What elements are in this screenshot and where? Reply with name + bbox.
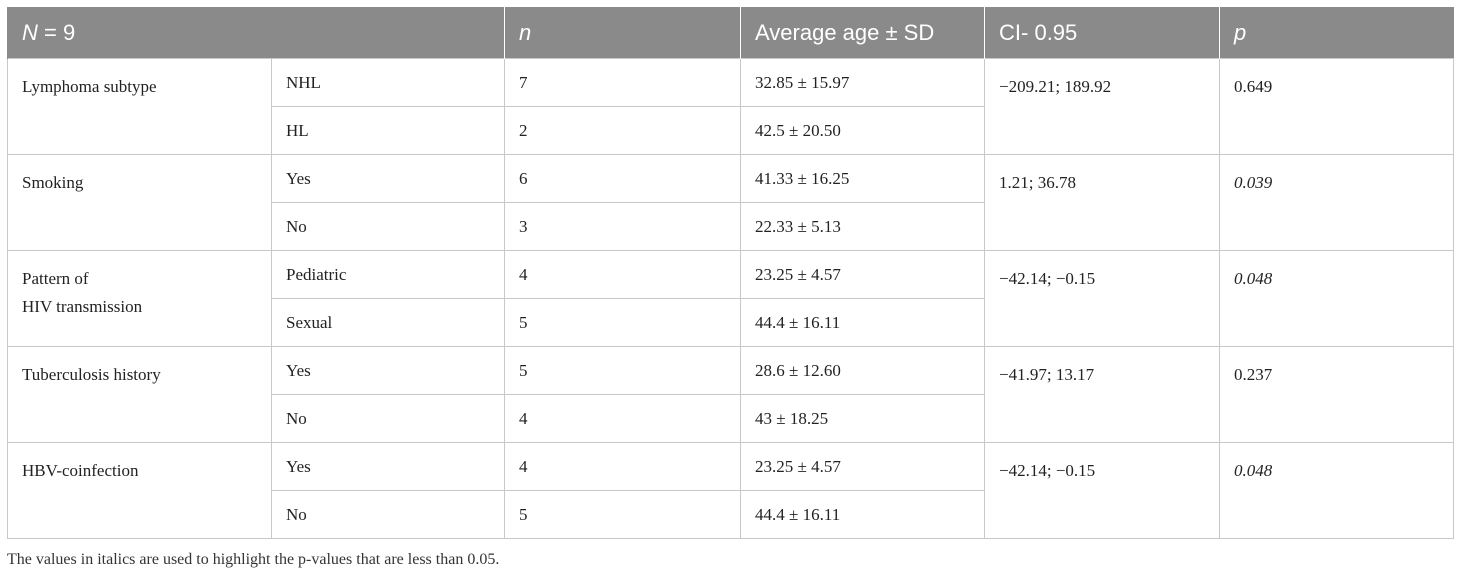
p-value-cell: 0.048: [1219, 250, 1455, 347]
age-cell: 44.4 ± 16.11: [740, 298, 986, 347]
group-label-line: HIV transmission: [22, 297, 143, 316]
table-row: Smoking Yes 6 41.33 ± 16.25 1.21; 36.78 …: [7, 154, 1455, 251]
n-cell: 4: [504, 442, 742, 491]
n-cell: 4: [504, 394, 742, 443]
n-cell: 5: [504, 298, 742, 347]
header-sample-size: N = 9: [6, 7, 505, 59]
table-row: No 4 43 ± 18.25: [8, 394, 1454, 443]
p-value-cell: 0.048: [1219, 442, 1455, 539]
age-cell: 43 ± 18.25: [740, 394, 986, 443]
group-label-line: Pattern of: [22, 269, 89, 288]
group-label: HBV-coinfection: [7, 442, 272, 539]
p-value-cell: 0.237: [1219, 346, 1455, 443]
age-cell: 22.33 ± 5.13: [740, 202, 986, 251]
age-cell: 28.6 ± 12.60: [740, 346, 986, 395]
n-cell: 3: [504, 202, 742, 251]
ci-cell: 1.21; 36.78: [984, 154, 1221, 251]
category-cell: Yes: [270, 346, 506, 395]
n-cell: 5: [504, 346, 742, 395]
ci-cell: −209.21; 189.92: [984, 58, 1221, 155]
age-cell: 42.5 ± 20.50: [740, 106, 986, 155]
table-row: HL 2 42.5 ± 20.50: [8, 106, 1454, 155]
age-cell: 32.85 ± 15.97: [740, 58, 986, 107]
table-row: Lymphoma subtype NHL 7 32.85 ± 15.97 −20…: [7, 58, 1455, 155]
table-row: Tuberculosis history Yes 5 28.6 ± 12.60 …: [7, 346, 1455, 443]
ci-cell: −42.14; −0.15: [984, 250, 1221, 347]
header-ci: CI- 0.95: [984, 7, 1220, 59]
age-cell: 23.25 ± 4.57: [740, 442, 986, 491]
ci-cell: −42.14; −0.15: [984, 442, 1221, 539]
category-cell: NHL: [270, 58, 506, 107]
table-row: HBV-coinfection Yes 4 23.25 ± 4.57 −42.1…: [7, 442, 1455, 539]
category-cell: HL: [270, 106, 506, 155]
age-cell: 41.33 ± 16.25: [740, 154, 986, 203]
group-label: Lymphoma subtype: [7, 58, 272, 155]
table-row: No 5 44.4 ± 16.11: [8, 490, 1454, 539]
n-cell: 2: [504, 106, 742, 155]
ci-cell: −41.97; 13.17: [984, 346, 1221, 443]
header-n: n: [504, 7, 741, 59]
table-row: No 3 22.33 ± 5.13: [8, 202, 1454, 251]
n-cell: 7: [504, 58, 742, 107]
n-cell: 5: [504, 490, 742, 539]
group-label: Smoking: [7, 154, 272, 251]
header-average-age: Average age ± SD: [740, 7, 985, 59]
statistics-table: N = 9 n Average age ± SD CI- 0.95 p Lymp…: [6, 7, 1455, 539]
age-cell: 23.25 ± 4.57: [740, 250, 986, 299]
group-label: Tuberculosis history: [7, 346, 272, 443]
header-n-value: = 9: [37, 19, 76, 45]
p-value-cell: 0.039: [1219, 154, 1455, 251]
category-cell: No: [270, 202, 506, 251]
group-label: Pattern of HIV transmission: [7, 250, 272, 347]
header-n-var: N: [22, 19, 38, 45]
header-row: N = 9 n Average age ± SD CI- 0.95 p: [6, 7, 1454, 59]
n-cell: 4: [504, 250, 742, 299]
category-cell: Sexual: [270, 298, 506, 347]
header-p: p: [1219, 7, 1454, 59]
table-row: Pattern of HIV transmission Pediatric 4 2…: [7, 250, 1455, 347]
p-value-cell: 0.649: [1219, 58, 1455, 155]
category-cell: Yes: [270, 442, 506, 491]
category-cell: No: [270, 394, 506, 443]
category-cell: Yes: [270, 154, 506, 203]
table-footnote: The values in italics are used to highli…: [7, 551, 500, 568]
category-cell: No: [270, 490, 506, 539]
category-cell: Pediatric: [270, 250, 506, 299]
n-cell: 6: [504, 154, 742, 203]
age-cell: 44.4 ± 16.11: [740, 490, 986, 539]
